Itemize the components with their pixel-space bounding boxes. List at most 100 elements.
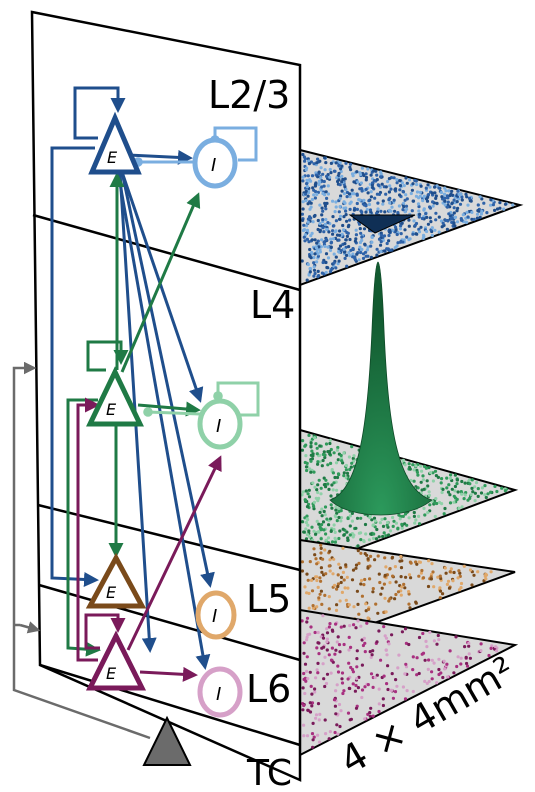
l6-neuron-dot [371, 649, 375, 653]
l23-neuron-dot [324, 190, 328, 194]
l23-neuron-dot [390, 228, 395, 232]
l4-neuron-dot [326, 463, 330, 467]
l6-neuron-dot [303, 662, 308, 666]
l23-neuron-dot [352, 180, 356, 184]
l6-neuron-dot [415, 656, 419, 660]
l6-neuron-dot [490, 644, 494, 648]
l23-neuron-dot [400, 221, 404, 225]
l5-neuron-dot [320, 570, 324, 574]
l23-neuron-dot [377, 237, 382, 241]
l4-neuron-dot [439, 481, 443, 485]
l6-neuron-dot [301, 686, 305, 690]
l5-neuron-dot [323, 548, 327, 552]
l4-neuron-dot [348, 514, 352, 518]
l4-neuron-dot [325, 517, 329, 521]
l6-neuron-dot [316, 671, 320, 675]
l6-neuron-dot [428, 630, 432, 634]
l5-neuron-dot [394, 580, 398, 584]
l5-neuron-dot [319, 566, 323, 570]
l23-neuron-dot [459, 217, 463, 221]
l6-neuron-dot [411, 655, 415, 659]
l5-neuron-dot [327, 607, 331, 611]
l4-neuron-dot [322, 476, 326, 480]
l23-neuron-dot [422, 207, 426, 211]
l5-neuron-dot [447, 586, 452, 590]
l5-neuron-dot [451, 579, 455, 583]
l23-neuron-dot [308, 270, 312, 274]
l23-neuron-dot [395, 181, 399, 185]
l23-e-to-i [127, 149, 193, 165]
l23-neuron-dot [388, 201, 392, 205]
l23-neuron-dot [345, 264, 349, 268]
l6-neuron-dot [463, 645, 467, 649]
l4-neuron-dot [445, 476, 449, 480]
l5-neuron-dot [371, 590, 375, 594]
l23-neuron-dot [315, 260, 319, 264]
l6-neuron-dot [397, 653, 401, 657]
l4-neuron-dot [323, 453, 327, 457]
l6-neuron-dot [336, 670, 341, 674]
l4-neuron-dot [412, 510, 416, 515]
l23-neuron-dot [382, 234, 387, 238]
l23-neuron-dot [428, 185, 432, 189]
l6-neuron-dot [371, 685, 375, 690]
l23-neuron-dot [312, 162, 316, 166]
l5-neuron-dot [446, 579, 451, 583]
l23-neuron-dot [334, 255, 338, 259]
l23-neuron-dot [344, 188, 348, 192]
l6-neuron-dot [368, 650, 372, 654]
l23-neuron-dot [385, 241, 389, 246]
l23-neuron-dot [388, 208, 392, 212]
l6-neuron-dot [317, 652, 321, 656]
l23-i-self-loop [210, 126, 258, 162]
l6-neuron-dot [363, 717, 367, 721]
l4-neuron-dot [427, 493, 431, 497]
l5-neuron-dot [438, 574, 442, 578]
l4-neuron-dot [306, 523, 310, 527]
l6-neuron-dot [375, 640, 379, 644]
l4-neuron-dot [324, 538, 328, 542]
l23-neuron-dot [450, 189, 454, 193]
l23-neuron-dot [417, 215, 421, 219]
l23-neuron-dot [375, 192, 379, 196]
l6-neuron-dot [349, 645, 353, 650]
l23-neuron-dot [328, 175, 332, 179]
l23-neuron-dot [442, 192, 447, 196]
l23-neuron-dot [306, 262, 310, 267]
l23-neuron-dot [353, 239, 357, 243]
l6-neuron-dot [313, 630, 317, 635]
l4-neuron-dot [328, 452, 332, 456]
l23-neuron-dot [322, 230, 326, 234]
l6-neuron-dot [317, 718, 321, 722]
l4-neuron-dot [459, 490, 463, 494]
l23-neuron-dot [321, 209, 325, 213]
l6-neuron-dot [346, 677, 350, 681]
l4-neuron-dot [433, 514, 437, 519]
l5-neuron-dot [354, 566, 358, 570]
l4-neuron-dot [339, 509, 343, 513]
l6-neuron-dot [333, 652, 337, 656]
l5-neuron-dot [443, 566, 447, 570]
l23-neuron-dot [404, 176, 408, 180]
l23-neuron-dot [340, 174, 344, 178]
l23-neuron-dot [321, 226, 325, 230]
l5-neuron-dot [300, 569, 304, 573]
l4-neuron-dot [320, 464, 324, 468]
l4-neuron-dot [319, 486, 323, 490]
l4-neuron-dot [480, 486, 484, 490]
l4-neuron-dot [304, 489, 308, 493]
l4-neuron-dot [337, 507, 341, 511]
l4-neuron-dot [460, 479, 464, 484]
l5-neuron-dot [350, 578, 355, 582]
l6-neuron-dot [415, 673, 419, 677]
l4-neuron-dot [336, 445, 340, 450]
l23-neuron-dot [339, 249, 343, 253]
l4-neuron-dot [332, 527, 336, 532]
l23-neuron-dot [399, 224, 403, 228]
l5-neuron-dot [419, 571, 423, 575]
l5-neuron-dot [344, 598, 348, 602]
l5-neuron-dot [420, 568, 424, 573]
l6-neuron-dot [309, 625, 313, 629]
l4-neuron-dot [340, 459, 344, 463]
l4-neuron-dot [338, 529, 342, 533]
